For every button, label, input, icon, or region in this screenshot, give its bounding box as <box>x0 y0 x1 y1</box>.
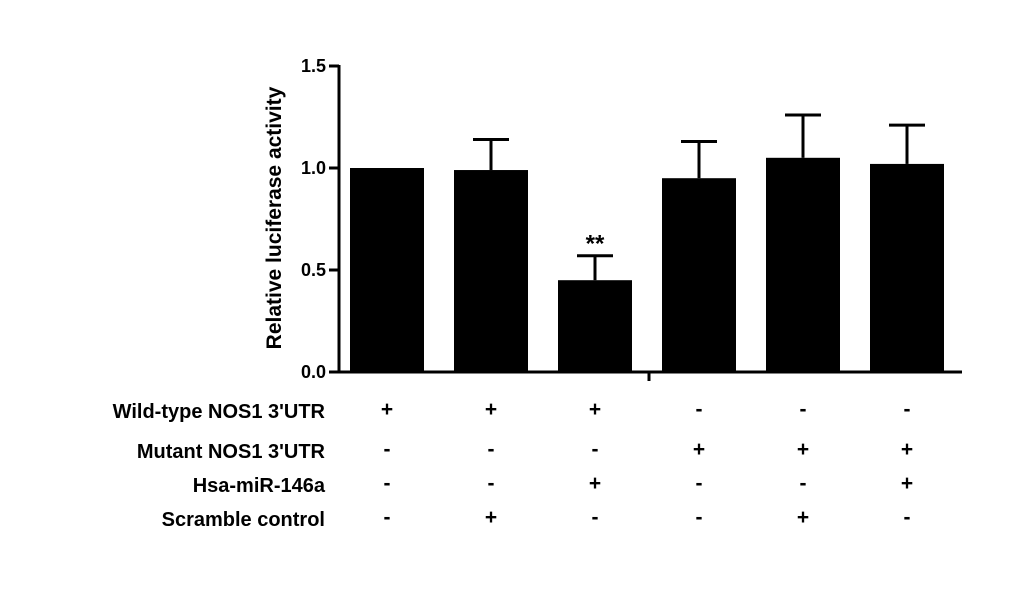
y-tick-label: 0.5 <box>301 260 326 280</box>
condition-sign: - <box>904 506 911 529</box>
condition-sign: + <box>485 506 497 529</box>
y-tick-label: 1.0 <box>301 158 326 178</box>
condition-row-label: Hsa-miR-146a <box>193 475 326 497</box>
significance-label: ** <box>586 231 605 258</box>
condition-sign: + <box>485 398 497 421</box>
condition-sign: + <box>381 398 393 421</box>
bar <box>870 163 944 372</box>
condition-sign: - <box>800 398 807 421</box>
condition-row-label: Scramble control <box>162 509 325 531</box>
condition-sign: - <box>696 506 703 529</box>
bar <box>662 178 736 372</box>
condition-sign: + <box>589 472 601 495</box>
condition-sign: - <box>488 438 495 461</box>
condition-sign: - <box>592 438 599 461</box>
condition-sign: - <box>696 398 703 421</box>
condition-sign: - <box>384 506 391 529</box>
condition-sign: - <box>696 472 703 495</box>
bar <box>766 157 840 372</box>
condition-sign: + <box>589 398 601 421</box>
condition-sign: + <box>797 438 809 461</box>
condition-row-label: Wild-type NOS1 3'UTR <box>113 401 326 423</box>
y-axis-label: Relative luciferase activity <box>263 86 286 349</box>
bar <box>350 168 424 372</box>
condition-row-label: Mutant NOS1 3'UTR <box>137 441 326 463</box>
condition-sign: - <box>488 472 495 495</box>
condition-sign: - <box>800 472 807 495</box>
condition-sign: + <box>901 438 913 461</box>
y-tick-label: 1.5 <box>301 56 326 76</box>
condition-sign: + <box>901 472 913 495</box>
bar <box>558 280 632 372</box>
condition-sign: + <box>797 506 809 529</box>
condition-sign: - <box>384 438 391 461</box>
y-tick-label: 0.0 <box>301 362 326 382</box>
bar <box>454 170 528 372</box>
condition-sign: - <box>904 398 911 421</box>
condition-sign: - <box>592 506 599 529</box>
condition-sign: + <box>693 438 705 461</box>
condition-sign: - <box>384 472 391 495</box>
